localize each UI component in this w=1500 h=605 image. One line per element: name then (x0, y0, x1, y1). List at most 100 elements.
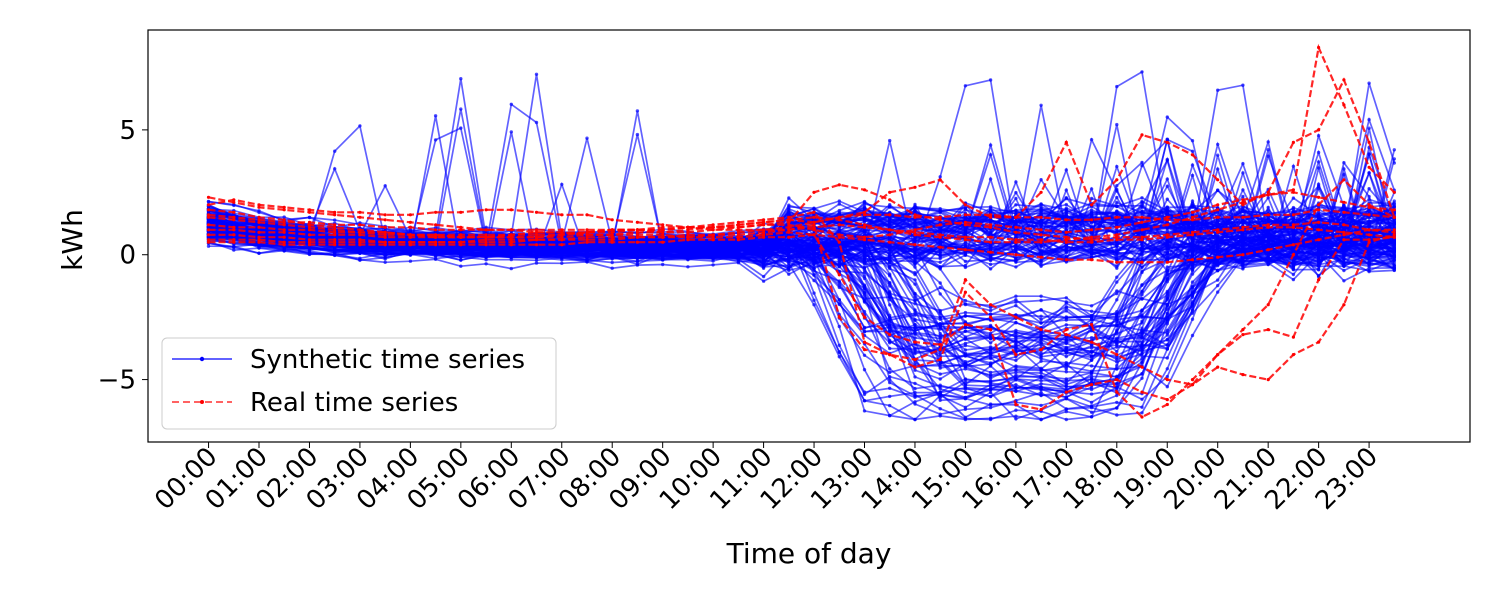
synthetic-point (1367, 216, 1371, 220)
synthetic-point (686, 265, 690, 269)
synthetic-point (837, 199, 841, 203)
synthetic-point (1089, 404, 1094, 408)
synthetic-point (938, 256, 942, 261)
synthetic-point (862, 199, 867, 204)
synthetic-point (938, 372, 942, 376)
synthetic-point (1014, 303, 1018, 308)
synthetic-point (1392, 148, 1397, 152)
synthetic-point (1165, 184, 1170, 188)
synthetic-point (1039, 249, 1043, 253)
synthetic-point (1241, 83, 1245, 87)
synthetic-point (1089, 374, 1094, 379)
synthetic-point (888, 394, 892, 399)
synthetic-point (938, 292, 942, 296)
synthetic-point (888, 284, 892, 288)
synthetic-point (913, 278, 917, 282)
synthetic-point (1039, 403, 1043, 408)
synthetic-point (1115, 298, 1119, 302)
synthetic-point (1216, 278, 1220, 282)
synthetic-point (1064, 409, 1069, 414)
synthetic-point (888, 272, 892, 276)
synthetic-point (1216, 142, 1220, 147)
synthetic-point (913, 381, 917, 386)
synthetic-point (1014, 190, 1018, 195)
synthetic-point (1115, 195, 1119, 200)
synthetic-point (913, 208, 917, 212)
synthetic-point (862, 202, 867, 206)
synthetic-point (913, 361, 917, 365)
synthetic-point (988, 267, 993, 271)
synthetic-point (509, 257, 513, 262)
synthetic-point (837, 324, 841, 329)
synthetic-point (1241, 188, 1245, 192)
synthetic-point (938, 398, 942, 402)
synthetic-point (1039, 294, 1043, 298)
synthetic-point (1115, 413, 1119, 417)
synthetic-point (761, 257, 766, 261)
synthetic-point (1241, 171, 1245, 175)
synthetic-point (1014, 203, 1018, 207)
synthetic-point (913, 336, 917, 340)
synthetic-point (1064, 407, 1069, 411)
synthetic-point (862, 353, 867, 357)
synthetic-point (837, 202, 841, 206)
synthetic-point (1064, 225, 1069, 229)
synthetic-point (988, 153, 993, 157)
synthetic-point (787, 205, 791, 209)
synthetic-point (1165, 177, 1170, 181)
synthetic-point (888, 138, 892, 143)
synthetic-point (610, 260, 614, 265)
synthetic-point (1190, 307, 1195, 311)
synthetic-point (1115, 252, 1119, 256)
synthetic-point (1115, 209, 1119, 213)
synthetic-point (1039, 308, 1043, 312)
synthetic-point (1039, 314, 1043, 318)
synthetic-point (1014, 196, 1018, 201)
synthetic-point (1367, 187, 1371, 191)
synthetic-point (1165, 374, 1170, 379)
synthetic-point (938, 209, 942, 213)
synthetic-point (862, 399, 867, 403)
synthetic-point (358, 124, 362, 128)
synthetic-point (1014, 364, 1018, 368)
synthetic-point (1115, 312, 1119, 316)
synthetic-point (1165, 197, 1170, 201)
synthetic-point (938, 414, 942, 418)
synthetic-point (1316, 150, 1321, 155)
synthetic-point (383, 260, 387, 264)
synthetic-point (1190, 201, 1195, 206)
synthetic-point (1039, 103, 1043, 108)
synthetic-point (812, 291, 816, 295)
synthetic-point (1039, 210, 1043, 214)
synthetic-point (837, 226, 841, 230)
synthetic-point (988, 390, 993, 395)
synthetic-point (963, 367, 968, 371)
synthetic-point (837, 208, 841, 213)
synthetic-point (1140, 265, 1144, 269)
synthetic-point (433, 138, 438, 142)
synthetic-point (1014, 294, 1018, 298)
synthetic-point (1115, 249, 1119, 253)
synthetic-point (913, 282, 917, 286)
synthetic-point (988, 143, 993, 147)
synthetic-point (1115, 184, 1119, 188)
synthetic-point (938, 285, 942, 290)
synthetic-point (1014, 298, 1018, 302)
synthetic-point (1241, 206, 1245, 210)
synthetic-point (635, 262, 640, 266)
synthetic-point (509, 266, 513, 271)
synthetic-point (888, 403, 892, 408)
synthetic-point (837, 343, 841, 347)
synthetic-point (1089, 309, 1094, 313)
synthetic-point (1039, 390, 1043, 395)
synthetic-point (963, 302, 968, 306)
synthetic-point (1165, 367, 1170, 371)
synthetic-point (988, 376, 993, 381)
synthetic-point (963, 348, 968, 352)
synthetic-point (1089, 304, 1094, 308)
synthetic-point (534, 120, 539, 125)
synthetic-point (963, 206, 968, 211)
synthetic-point (1241, 194, 1245, 199)
synthetic-point (1316, 134, 1321, 138)
